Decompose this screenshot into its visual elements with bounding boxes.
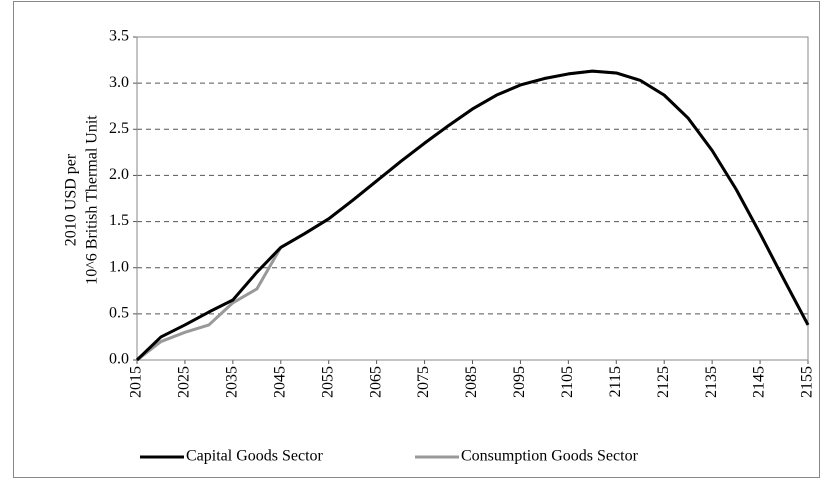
x-tick-label: 2105 [559, 366, 576, 398]
x-tick-label: 2065 [367, 366, 384, 398]
x-tick-label: 2085 [463, 366, 480, 398]
line-series [135, 69, 810, 362]
x-tick-label: 2025 [176, 366, 193, 398]
legend-label: Consumption Goods Sector [461, 448, 639, 465]
x-tick-label: 2155 [799, 366, 816, 398]
x-tick-label: 2075 [415, 366, 432, 398]
x-tick-label: 2135 [703, 366, 720, 398]
line-series [136, 69, 810, 362]
y-tick-label: 1.0 [109, 258, 129, 275]
x-tick-label: 2145 [751, 366, 768, 398]
y-tick-label: 0.5 [109, 305, 129, 322]
x-tick-label: 2045 [271, 366, 288, 398]
y-axis-label-line: 10^6 British Thermal Unit [84, 115, 101, 285]
x-tick-label: 2035 [224, 366, 241, 398]
y-tick-label: 1.5 [109, 212, 129, 229]
x-tick-label: 2095 [511, 366, 528, 398]
y-axis-label-line: 2010 USD per [63, 153, 80, 246]
x-tick-label: 2015 [128, 366, 145, 398]
y-tick-label: 3.5 [109, 28, 129, 45]
x-tick-label: 2115 [607, 366, 624, 397]
y-tick-label: 0.0 [109, 351, 129, 368]
y-tick-label: 3.0 [109, 74, 129, 91]
y-tick-label: 2.0 [109, 166, 129, 183]
x-tick-label: 2055 [319, 366, 336, 398]
x-tick-label: 2125 [655, 366, 672, 398]
plot-area [136, 36, 809, 361]
frame [13, 1, 820, 478]
y-tick-label: 2.5 [109, 120, 129, 137]
y-axis-label: 2010 USD per 10^6 British Thermal Unit [63, 115, 101, 285]
legend-label: Capital Goods Sector [186, 448, 324, 465]
